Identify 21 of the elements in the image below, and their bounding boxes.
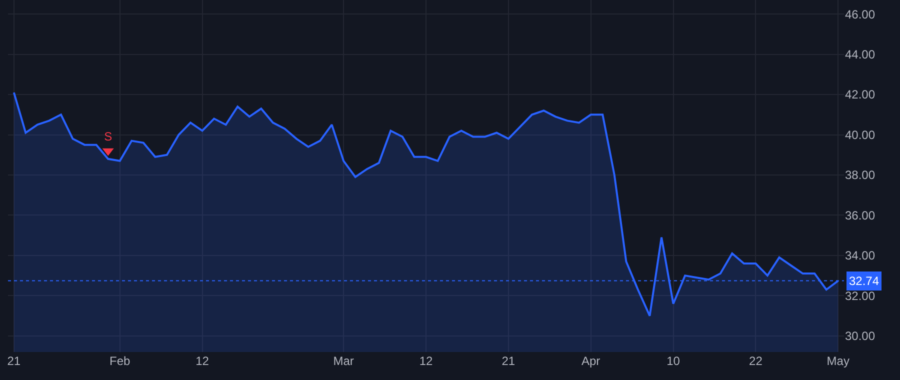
- ref-line-label: 32.74: [849, 274, 880, 288]
- y-tick-label: 46.00: [845, 7, 876, 22]
- x-tick-label: 21: [7, 354, 21, 368]
- y-tick-label: 32.00: [845, 288, 876, 303]
- x-tick-label: 21: [502, 354, 516, 368]
- x-tick-label: Apr: [582, 354, 600, 368]
- x-tick-label: May: [826, 354, 850, 368]
- y-tick-label: 40.00: [845, 128, 876, 142]
- y-tick-label: 36.00: [845, 208, 876, 222]
- x-tick-label: 22: [749, 354, 763, 368]
- y-tick-label: 42.00: [845, 88, 876, 102]
- x-tick-label: 12: [196, 354, 210, 368]
- series-label: S: [104, 130, 112, 144]
- y-tick-label: 34.00: [845, 248, 876, 263]
- x-tick-label: Mar: [333, 354, 354, 368]
- x-tick-label: Feb: [110, 354, 131, 368]
- x-tick-label: 10: [666, 354, 680, 368]
- y-tick-label: 44.00: [845, 48, 876, 62]
- y-tick-label: 38.00: [845, 168, 876, 182]
- y-tick-label: 30.00: [845, 329, 876, 344]
- x-tick-label: 12: [419, 354, 433, 368]
